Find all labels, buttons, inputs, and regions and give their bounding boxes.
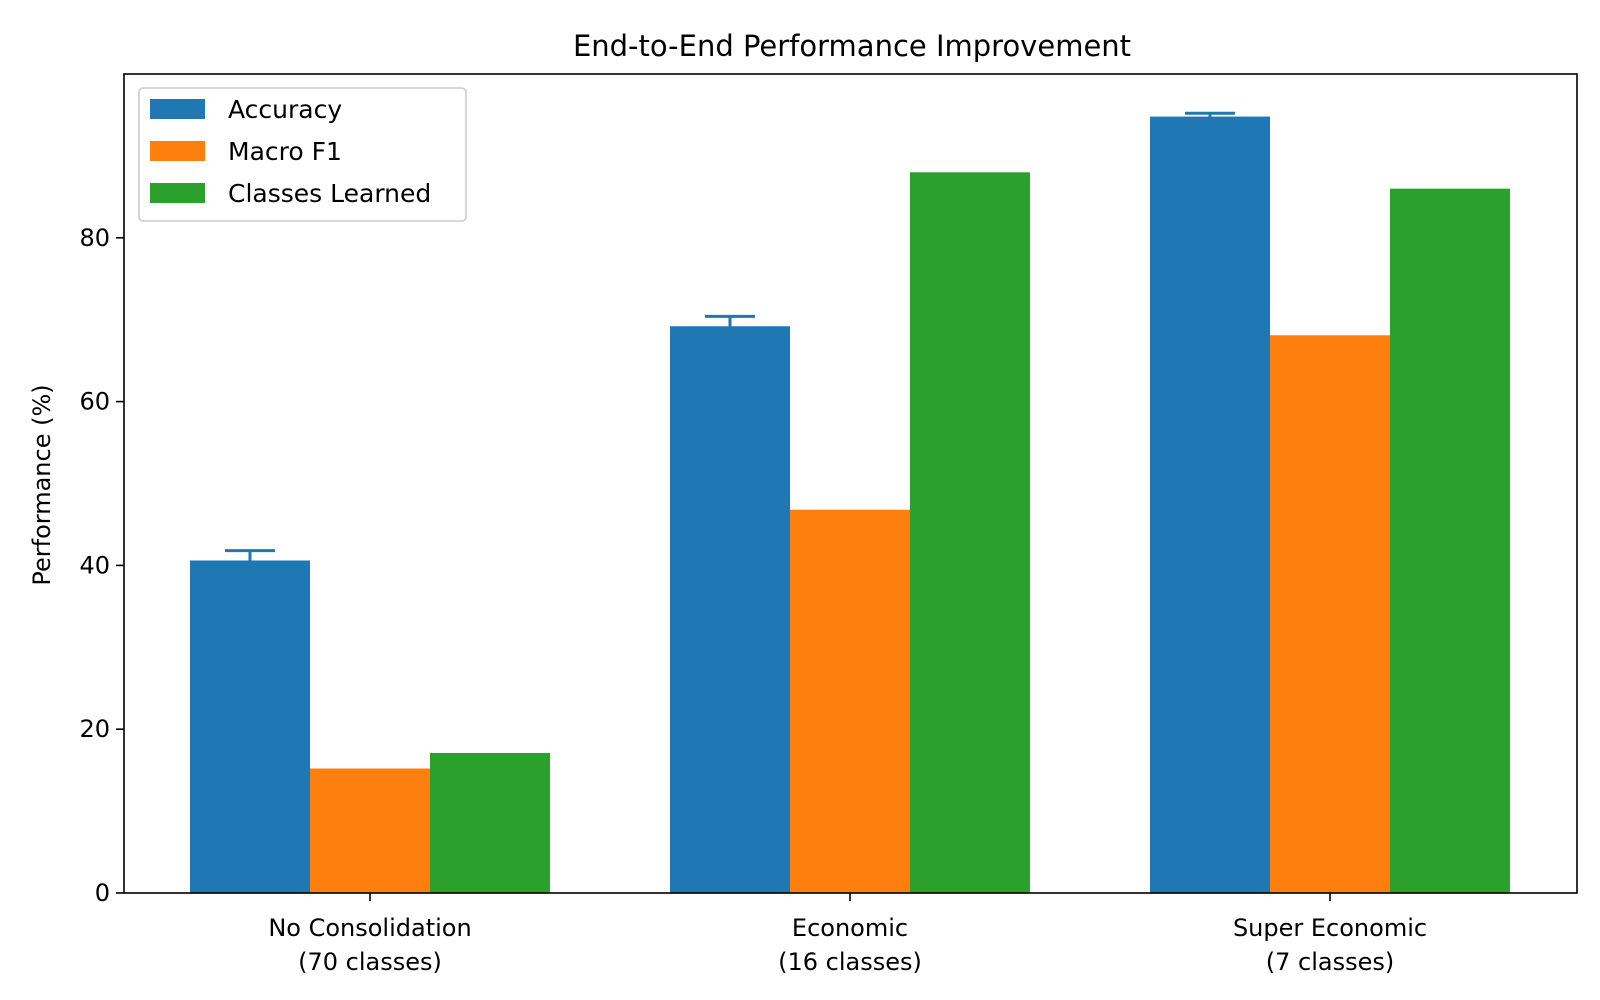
- bar-classes-learned-2: [910, 172, 1030, 893]
- bar-accuracy-2: [670, 326, 790, 893]
- bar-accuracy-3: [1150, 116, 1270, 893]
- y-tick-label: 80: [79, 224, 110, 252]
- y-tick-label: 20: [79, 715, 110, 743]
- bar-macro-f1-2: [790, 509, 910, 893]
- legend-label-macro-f1: Macro F1: [228, 137, 342, 166]
- plot-area: 0 20 40 60 80 No Consolidation (70 classes) Eco…: [79, 73, 1578, 976]
- y-axis-label: Performance (%): [28, 384, 56, 585]
- legend-label-classes-learned: Classes Learned: [228, 179, 431, 208]
- bar-macro-f1-3: [1270, 335, 1390, 893]
- legend-swatch-classes-learned: [150, 183, 205, 203]
- bar-accuracy-1: [190, 560, 310, 893]
- chart-title: End-to-End Performance Improvement: [573, 29, 1131, 63]
- x-tick-label: (7 classes): [1266, 948, 1394, 976]
- x-tick-label: No Consolidation: [268, 914, 471, 942]
- legend-label-accuracy: Accuracy: [228, 95, 342, 124]
- x-tick-label: (16 classes): [778, 948, 922, 976]
- legend-swatch-accuracy: [150, 99, 205, 119]
- bar-classes-learned-1: [430, 752, 550, 893]
- y-tick-label: 60: [79, 388, 110, 416]
- legend: Accuracy Macro F1 Classes Learned: [138, 87, 467, 222]
- legend-swatch-macro-f1: [150, 141, 205, 161]
- x-tick-label: Super Economic: [1233, 914, 1427, 942]
- bar-macro-f1-1: [310, 768, 430, 893]
- bar-classes-learned-3: [1390, 188, 1510, 893]
- x-tick-label: Economic: [792, 914, 908, 942]
- y-tick-label: 0: [95, 879, 110, 907]
- x-tick-label: (70 classes): [298, 948, 442, 976]
- legend-box: [138, 87, 467, 222]
- y-tick-label: 40: [79, 551, 110, 579]
